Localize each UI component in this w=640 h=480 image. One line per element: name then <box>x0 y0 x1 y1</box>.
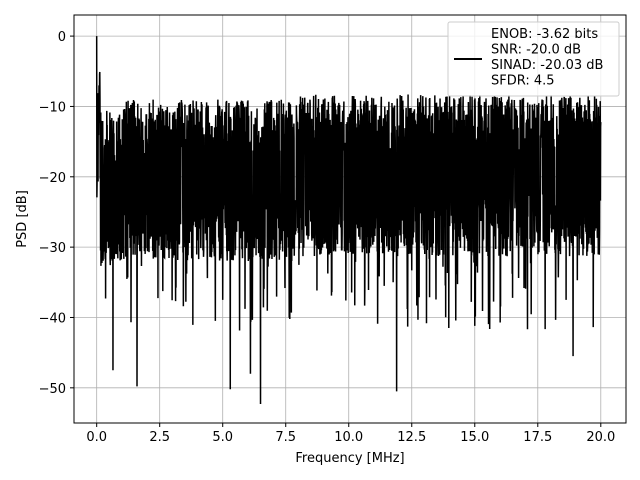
legend-stat-line: SFDR: 4.5 <box>491 74 555 89</box>
legend-stat-line: SNR: -20.0 dB <box>491 43 581 58</box>
x-tick-label: 15.0 <box>460 430 489 445</box>
legend-stat-line: ENOB: -3.62 bits <box>491 27 598 42</box>
y-tick-label: −50 <box>39 382 66 397</box>
y-axis-title: PSD [dB] <box>15 190 30 248</box>
y-tick-label: 0 <box>58 30 66 45</box>
axes-frame <box>73 14 627 424</box>
x-tick-label: 0.0 <box>86 430 107 445</box>
plot-area <box>95 36 602 405</box>
legend-box <box>447 21 620 97</box>
y-axis-ticks: 0 −10 −20 −30 −40 −50 <box>39 30 74 397</box>
x-tick-label: 17.5 <box>523 430 552 445</box>
x-tick-label: 10.0 <box>334 430 363 445</box>
y-tick-label: −30 <box>39 241 66 256</box>
y-tick-label: −20 <box>39 171 66 186</box>
x-tick-label: 20.0 <box>586 430 615 445</box>
x-tick-label: 2.5 <box>149 430 170 445</box>
x-tick-label: 12.5 <box>397 430 426 445</box>
x-tick-label: 7.5 <box>275 430 296 445</box>
x-tick-label: 5.0 <box>212 430 233 445</box>
y-tick-label: −10 <box>39 100 66 115</box>
psd-series-line <box>95 36 602 405</box>
x-axis-title: Frequency [MHz] <box>295 451 404 466</box>
y-tick-label: −40 <box>39 311 66 326</box>
x-axis-ticks: 0.0 2.5 5.0 7.5 10.0 12.5 15.0 17.5 20.0 <box>86 423 615 445</box>
legend-stat-line: SINAD: -20.03 dB <box>491 58 603 73</box>
